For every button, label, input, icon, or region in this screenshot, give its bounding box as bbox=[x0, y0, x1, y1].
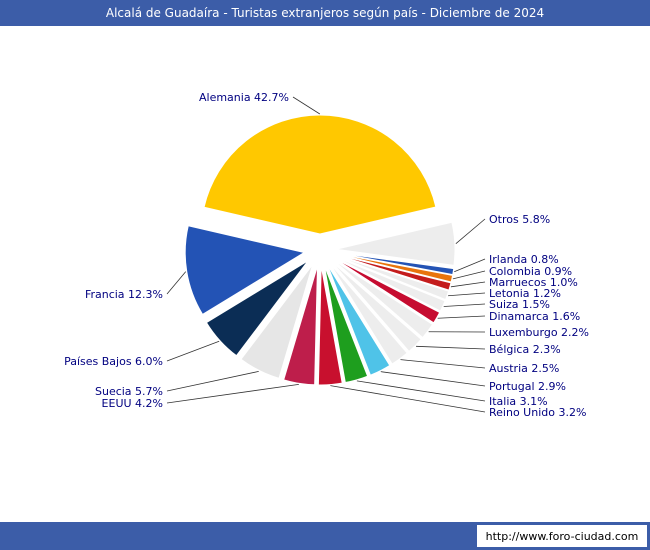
pie-slice-letonia bbox=[334, 254, 450, 301]
pie-slice-colombia bbox=[335, 252, 454, 283]
pie-slice-suiza bbox=[334, 256, 446, 312]
slice-label-suecia: Suecia 5.7% bbox=[95, 385, 163, 398]
pie-slice-suecia bbox=[240, 263, 314, 379]
label-leader-line bbox=[166, 383, 299, 404]
slice-label-italia: Italia 3.1% bbox=[489, 395, 548, 408]
url-box: http://www.foro-ciudad.com bbox=[477, 525, 647, 547]
slice-label-paises-bajos: Países Bajos 6.0% bbox=[64, 355, 163, 368]
title-bar: Alcalá de Guadaíra - Turistas extranjero… bbox=[0, 0, 650, 26]
pie-slice-belgica bbox=[330, 260, 422, 353]
pie-slice-portugal bbox=[326, 264, 391, 376]
footer-bar: http://www.foro-ciudad.com bbox=[0, 522, 650, 550]
slice-label-irlanda: Irlanda 0.8% bbox=[489, 253, 559, 266]
pie-slice-luxemburgo bbox=[332, 259, 434, 339]
pie-slice-irlanda bbox=[335, 252, 455, 276]
label-leader-line bbox=[400, 359, 486, 369]
footer-url[interactable]: http://www.foro-ciudad.com bbox=[485, 529, 639, 543]
pie-slice-marruecos bbox=[335, 253, 452, 291]
label-leader-line bbox=[450, 281, 486, 288]
label-leader-line bbox=[437, 315, 486, 319]
slice-label-dinamarca: Dinamarca 1.6% bbox=[489, 310, 580, 323]
pie-slice-otros bbox=[335, 221, 456, 266]
pie-slice-reino-unido bbox=[317, 265, 343, 386]
pie-slice-alemania bbox=[203, 114, 437, 235]
slice-label-colombia: Colombia 0.9% bbox=[489, 265, 572, 278]
pie-chart-svg: Alemania 42.7% Otros 5.8% Irlanda 0.8%Colo… bbox=[64, 91, 589, 419]
slice-label-portugal: Portugal 2.9% bbox=[489, 380, 566, 393]
label-leader-line bbox=[166, 271, 187, 295]
label-leader-line bbox=[356, 380, 486, 402]
label-leader-line bbox=[452, 270, 486, 280]
label-leader-line bbox=[443, 303, 486, 307]
slice-label-alemania: Alemania 42.7% bbox=[199, 91, 289, 104]
label-leader-line bbox=[166, 371, 259, 392]
page-title: Alcalá de Guadaíra - Turistas extranjero… bbox=[105, 6, 545, 20]
pie-slice-italia bbox=[323, 265, 369, 384]
slice-label-letonia: Letonia 1.2% bbox=[489, 287, 561, 300]
slice-label-luxemburgo: Luxemburgo 2.2% bbox=[489, 326, 589, 339]
label-leader-line bbox=[166, 340, 220, 362]
slice-label-eeuu: EEUU 4.2% bbox=[102, 397, 163, 410]
pie-slice-dinamarca bbox=[333, 257, 441, 324]
label-leader-line bbox=[416, 345, 486, 350]
chart-area: Alemania 42.7% Otros 5.8% Irlanda 0.8% Colo… bbox=[0, 26, 650, 522]
slice-label-marruecos: Marruecos 1.0% bbox=[489, 276, 578, 289]
slice-label-austria: Austria 2.5% bbox=[489, 362, 559, 375]
slice-label-francia: Francia 12.3% bbox=[85, 288, 163, 301]
pie-slice-austria bbox=[329, 262, 408, 365]
pie-slice-paises-bajos bbox=[205, 260, 309, 357]
label-leader-line bbox=[380, 371, 486, 387]
label-leader-line bbox=[330, 385, 486, 413]
pie-slice-eeuu bbox=[283, 265, 319, 386]
slice-label-belgica: Bélgica 2.3% bbox=[489, 343, 561, 356]
slice-label-suiza: Suiza 1.5% bbox=[489, 298, 550, 311]
pie-slice-francia bbox=[184, 225, 306, 316]
slice-label-otros: Otros 5.8% bbox=[489, 213, 550, 226]
label-leader-line bbox=[448, 292, 486, 297]
label-leader-line bbox=[455, 218, 486, 244]
label-leader-line bbox=[454, 258, 486, 273]
slice-label-reino-unido: Reino Unido 3.2% bbox=[489, 406, 586, 419]
label-leader-line bbox=[292, 96, 321, 115]
